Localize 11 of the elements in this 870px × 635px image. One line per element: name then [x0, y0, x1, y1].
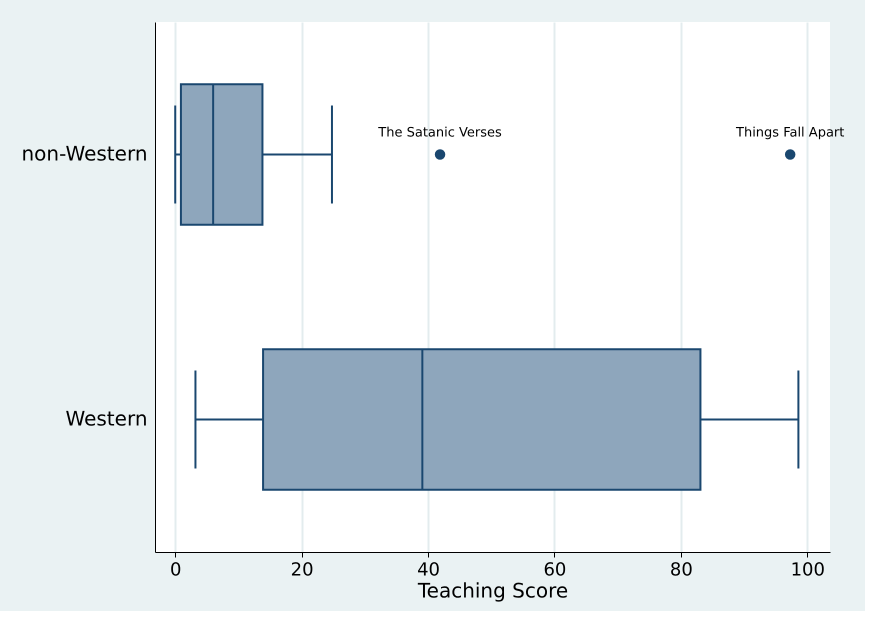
annotation: The Satanic Verses	[377, 126, 502, 140]
x-tick-label: 100	[790, 560, 825, 580]
x-tick-label: 20	[290, 560, 314, 580]
y-tick-label: non-Western	[21, 142, 148, 166]
x-tick-label: 0	[170, 560, 182, 580]
x-tick-label: 40	[417, 560, 440, 580]
x-axis-title: Teaching Score	[416, 578, 568, 602]
y-tick-label: Western	[65, 406, 148, 430]
x-tick-label: 60	[543, 560, 566, 580]
x-tick-label: 80	[670, 560, 693, 580]
annotation: Things Fall Apart	[735, 126, 844, 140]
